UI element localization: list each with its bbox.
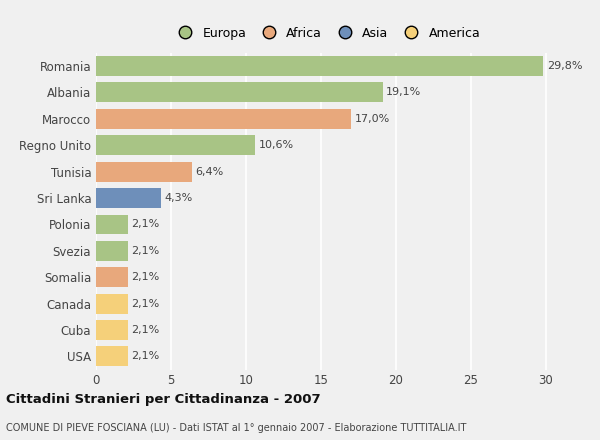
Text: 2,1%: 2,1% [131, 325, 160, 335]
Text: 17,0%: 17,0% [355, 114, 390, 124]
Text: 10,6%: 10,6% [259, 140, 294, 150]
Text: Cittadini Stranieri per Cittadinanza - 2007: Cittadini Stranieri per Cittadinanza - 2… [6, 392, 320, 406]
Text: 2,1%: 2,1% [131, 352, 160, 361]
Text: 2,1%: 2,1% [131, 220, 160, 229]
Bar [96, 162, 192, 181]
Text: 2,1%: 2,1% [131, 272, 160, 282]
Text: COMUNE DI PIEVE FOSCIANA (LU) - Dati ISTAT al 1° gennaio 2007 - Elaborazione TUT: COMUNE DI PIEVE FOSCIANA (LU) - Dati IST… [6, 423, 466, 433]
Bar [96, 241, 128, 260]
Bar [96, 136, 255, 155]
Text: 6,4%: 6,4% [196, 167, 224, 176]
Text: 4,3%: 4,3% [164, 193, 193, 203]
Bar [96, 347, 128, 366]
Bar [96, 56, 543, 76]
Bar [96, 188, 161, 208]
Text: 2,1%: 2,1% [131, 246, 160, 256]
Bar [96, 267, 128, 287]
Bar [96, 320, 128, 340]
Legend: Europa, Africa, Asia, America: Europa, Africa, Asia, America [170, 24, 483, 42]
Bar [96, 109, 351, 128]
Bar [96, 82, 383, 102]
Bar [96, 215, 128, 234]
Text: 2,1%: 2,1% [131, 299, 160, 308]
Text: 19,1%: 19,1% [386, 88, 421, 97]
Text: 29,8%: 29,8% [547, 61, 582, 71]
Bar [96, 294, 128, 313]
